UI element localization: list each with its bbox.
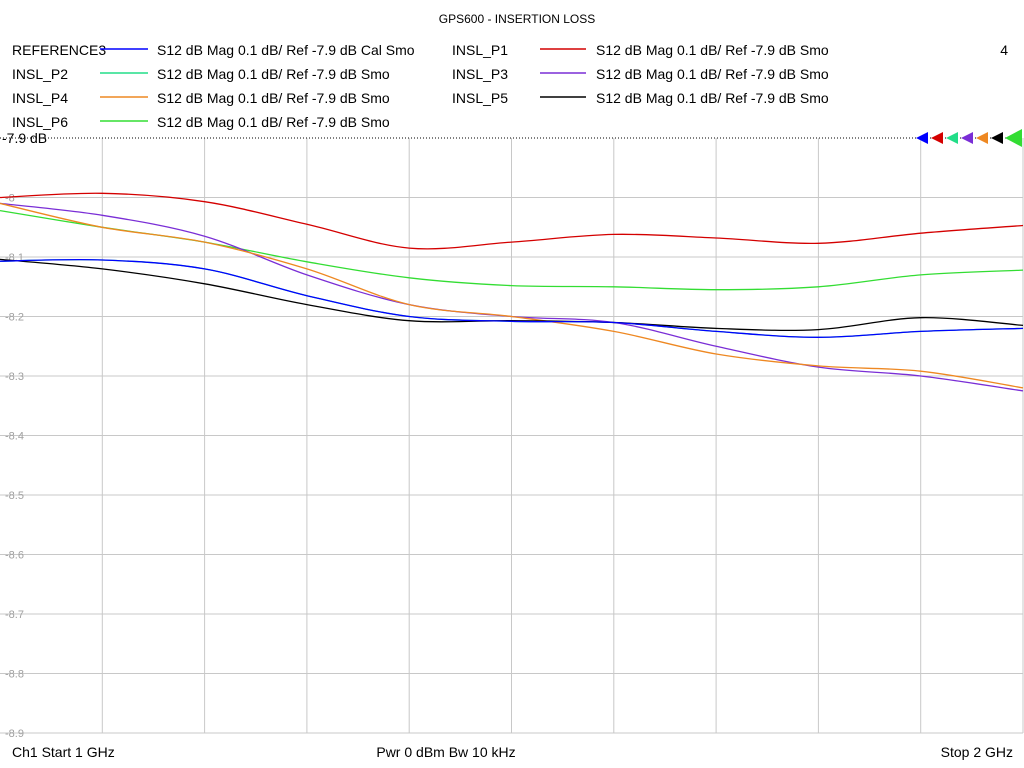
traces (0, 192, 1024, 392)
trace-reference3 (0, 258, 1024, 338)
y-tick-labels: -8 -8.1 -8.2 -8.3 -8.4 -8.5 -8.6 -8.7 -8.8 -8.9 (5, 193, 24, 741)
trace-insl-p4 (0, 202, 1024, 389)
chart-title: GPS600 - INSERTION LOSS (439, 12, 596, 26)
legend-desc-insl-p6: S12 dB Mag 0.1 dB/ Ref -7.9 dB Smo (157, 114, 390, 130)
legend-trace-insl-p2: INSL_P2 (12, 66, 68, 82)
legend-trace-insl-p4: INSL_P4 (12, 90, 68, 106)
y-tick-label: -8.7 (5, 609, 24, 621)
legend-trace-insl-p3: INSL_P3 (452, 66, 508, 82)
legend-desc-insl-p5: S12 dB Mag 0.1 dB/ Ref -7.9 dB Smo (596, 90, 829, 106)
channel-number: 4 (1000, 42, 1008, 58)
y-tick-label: -8.8 (5, 669, 24, 681)
reference-level-label: -7.9 dB (2, 130, 47, 146)
legend-trace-insl-p5: INSL_P5 (452, 90, 508, 106)
ref-marker-insl-p2[interactable] (946, 132, 958, 144)
y-tick-label: -8.4 (5, 431, 24, 443)
legend-desc-insl-p3: S12 dB Mag 0.1 dB/ Ref -7.9 dB Smo (596, 66, 829, 82)
y-tick-label: -8.2 (5, 312, 24, 324)
ref-marker-insl-p3[interactable] (961, 132, 973, 144)
legend-desc-insl-p2: S12 dB Mag 0.1 dB/ Ref -7.9 dB Smo (157, 66, 390, 82)
grid (0, 137, 1024, 734)
reference-markers[interactable] (916, 129, 1022, 147)
legend: REFERENCE3 S12 dB Mag 0.1 dB/ Ref -7.9 d… (12, 42, 1008, 130)
y-tick-label: -8.5 (5, 490, 24, 502)
y-tick-label: -8.9 (5, 728, 24, 740)
y-tick-label: -8 (5, 193, 15, 205)
ref-marker-insl-p1[interactable] (931, 132, 943, 144)
ref-marker-insl-p4[interactable] (976, 132, 988, 144)
legend-desc-reference3: S12 dB Mag 0.1 dB/ Ref -7.9 dB Cal Smo (157, 42, 415, 58)
ref-marker-reference3[interactable] (916, 132, 928, 144)
y-tick-label: -8.6 (5, 550, 24, 562)
footer-start-frequency: Ch1 Start 1 GHz (12, 744, 115, 760)
legend-trace-insl-p1: INSL_P1 (452, 42, 508, 58)
trace-insl-p1 (0, 192, 1024, 250)
ref-marker-insl-p6[interactable] (1005, 129, 1022, 147)
legend-trace-reference3: REFERENCE3 (12, 42, 106, 58)
footer-power-bandwidth: Pwr 0 dBm Bw 10 kHz (376, 744, 515, 760)
y-tick-label: -8.3 (5, 371, 24, 383)
legend-trace-insl-p6: INSL_P6 (12, 114, 68, 130)
ref-marker-insl-p5[interactable] (991, 132, 1003, 144)
y-tick-label: -8.1 (5, 252, 24, 264)
legend-desc-insl-p4: S12 dB Mag 0.1 dB/ Ref -7.9 dB Smo (157, 90, 390, 106)
footer-stop-frequency: Stop 2 GHz (941, 744, 1013, 760)
legend-desc-insl-p1: S12 dB Mag 0.1 dB/ Ref -7.9 dB Smo (596, 42, 829, 58)
